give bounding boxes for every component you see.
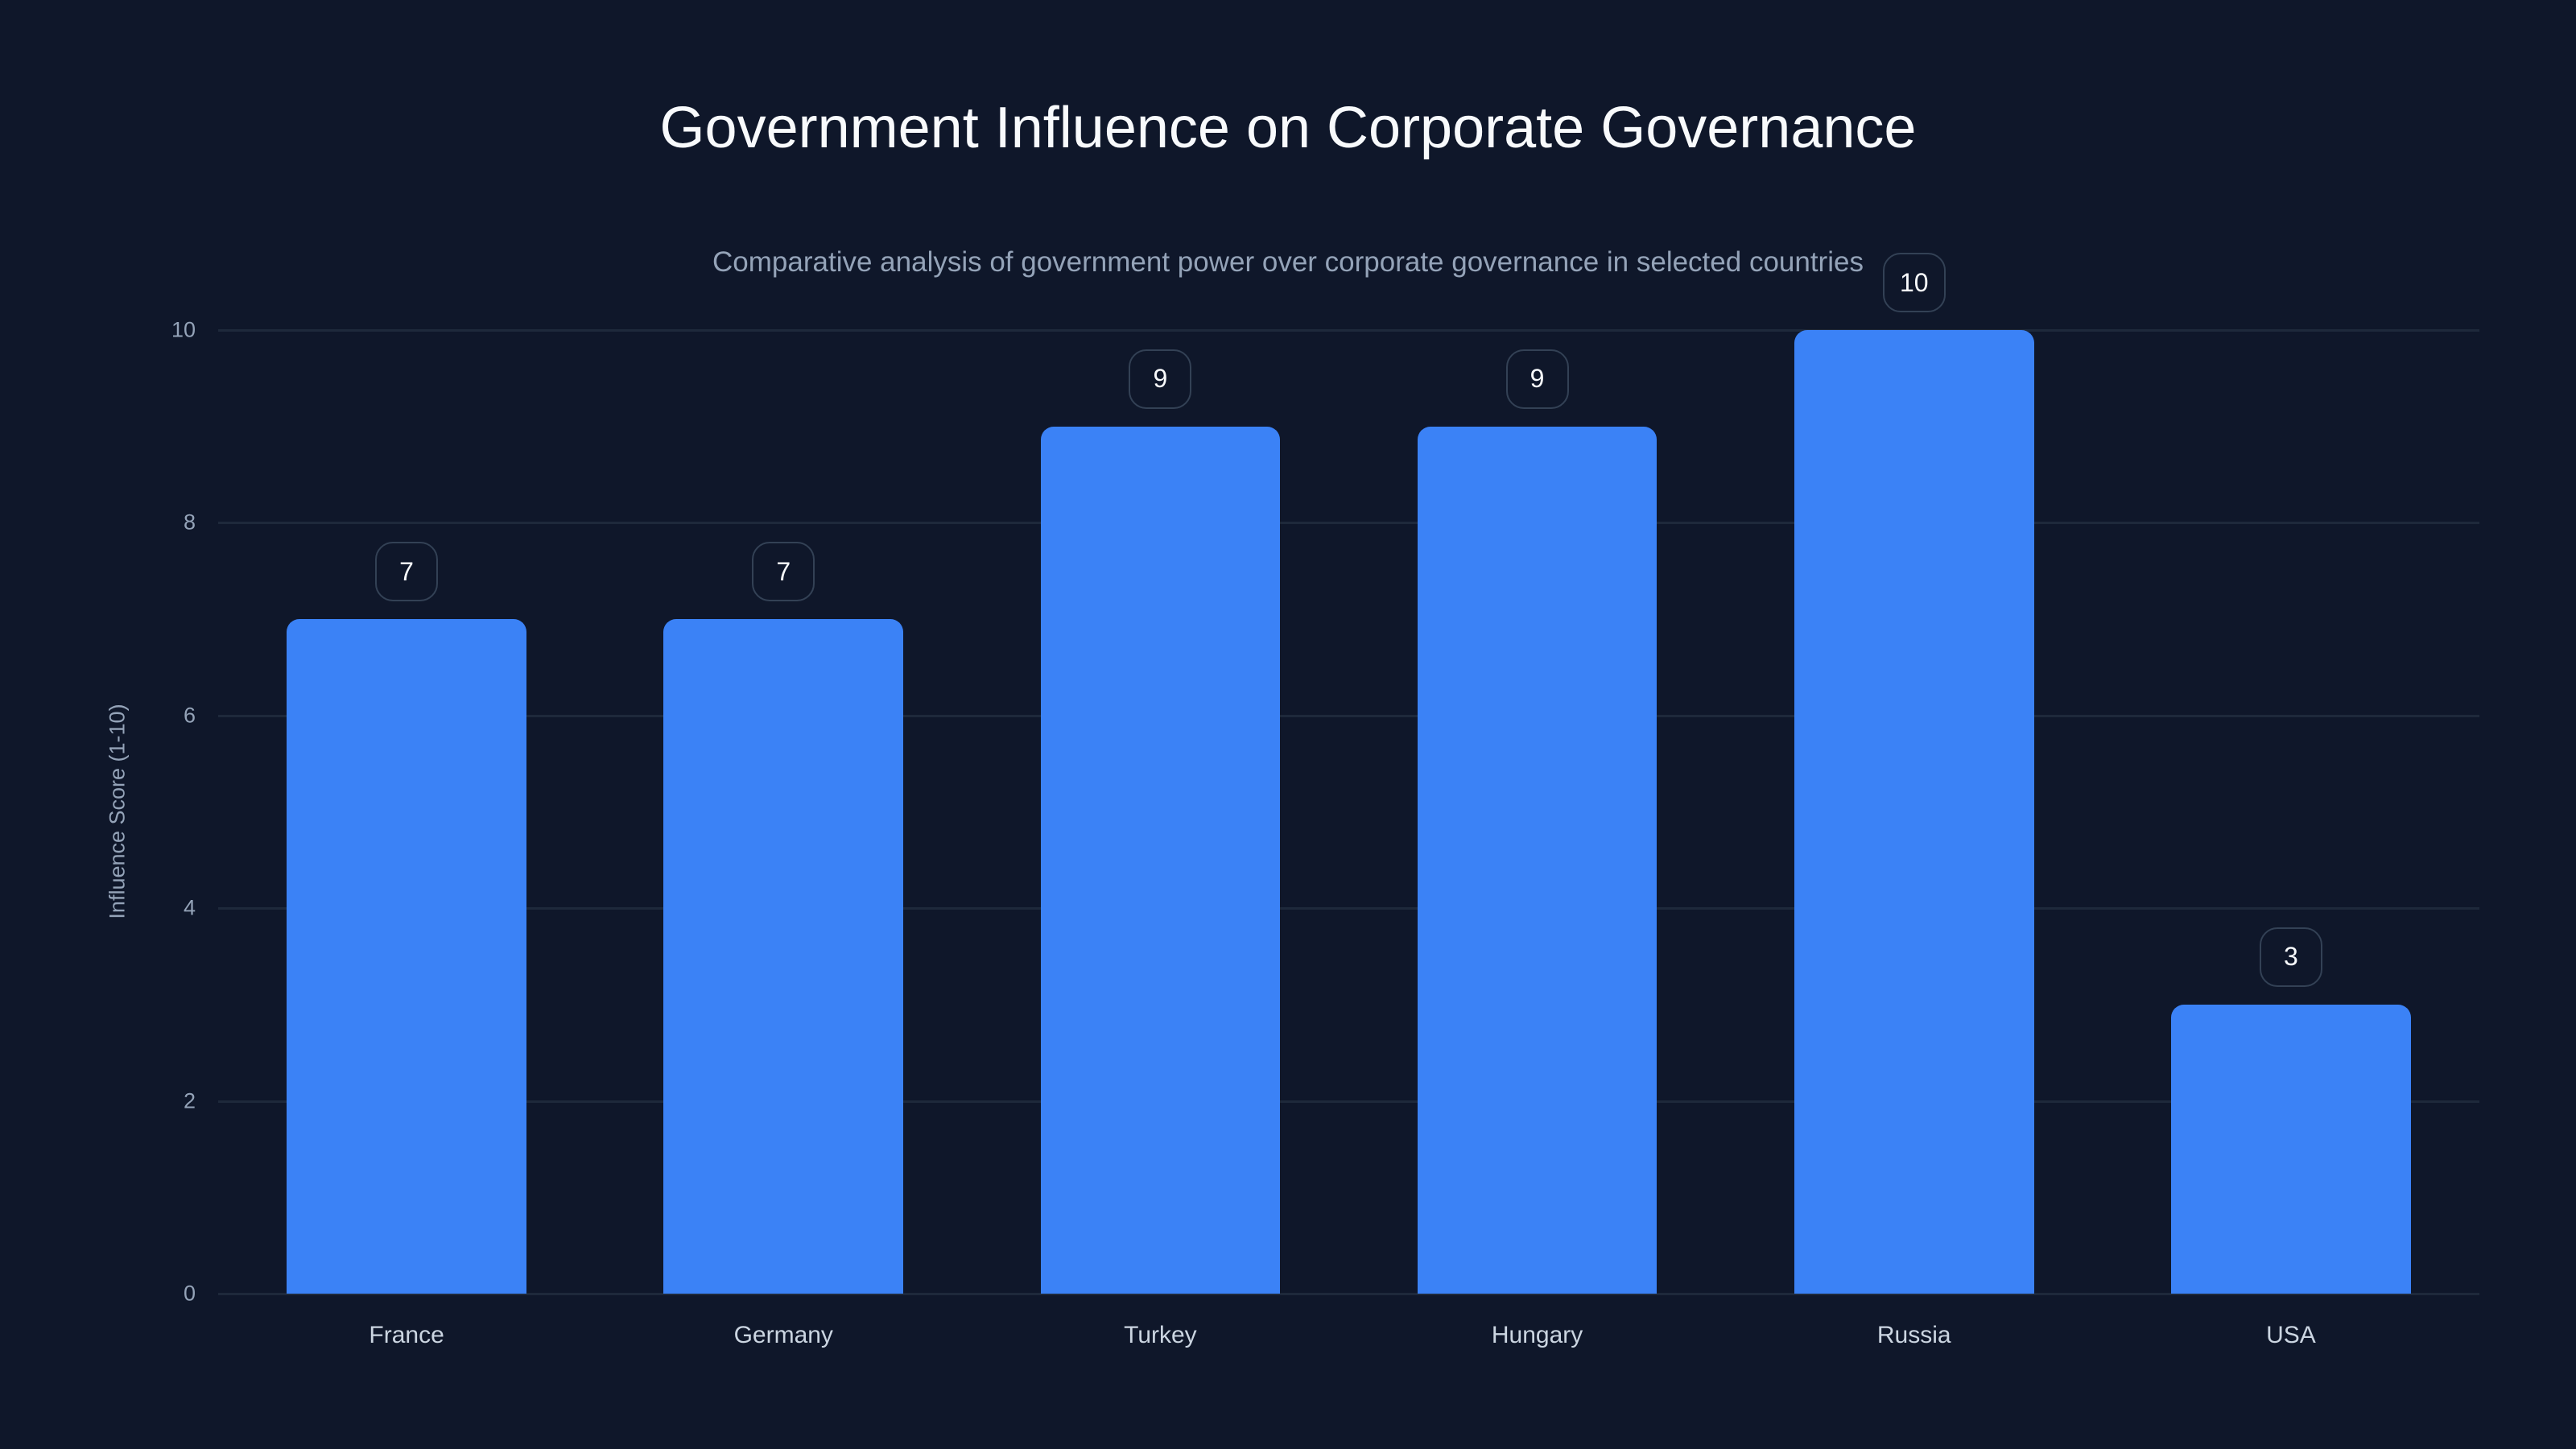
bar-hungary[interactable] (1417, 426, 1657, 1294)
y-tick-label: 2 (183, 1088, 196, 1113)
x-tick-label: Hungary (1491, 1322, 1583, 1348)
chart-title: Government Influence on Corporate Govern… (659, 96, 1917, 160)
value-label: 3 (2259, 927, 2322, 987)
x-tick-label: Russia (1876, 1322, 1951, 1348)
y-tick-label: 6 (183, 703, 196, 728)
y-tick-label: 8 (183, 510, 196, 535)
value-label: 10 (1882, 253, 1946, 312)
bar-turkey[interactable] (1040, 426, 1281, 1294)
gridline-0 (218, 1293, 2479, 1295)
bar-germany[interactable] (663, 619, 904, 1294)
bar-usa[interactable] (2171, 1004, 2411, 1294)
x-tick-label: USA (2266, 1322, 2316, 1348)
y-axis-label: Influence Score (1-10) (105, 704, 130, 919)
bar-france[interactable] (287, 619, 526, 1294)
value-label: 9 (1129, 349, 1192, 409)
gridline-4 (218, 907, 2479, 910)
y-tick-label: 0 (183, 1281, 196, 1306)
bar-russia[interactable] (1794, 330, 2034, 1294)
value-label: 7 (375, 542, 439, 602)
x-tick-label: France (369, 1322, 444, 1348)
gridline-8 (218, 522, 2479, 525)
value-label: 7 (752, 542, 815, 602)
y-tick-label: 4 (183, 895, 196, 920)
plot-area: 0 2 4 6 8 10 7 France 7 Germany 9 Turkey 9 Hung… (171, 253, 2479, 1348)
gridline-6 (218, 714, 2479, 717)
y-tick-label: 10 (171, 317, 196, 342)
x-tick-label: Germany (733, 1322, 833, 1348)
chart-subtitle: Comparative analysis of government power… (712, 246, 1864, 278)
value-label: 9 (1505, 349, 1569, 409)
gridline-2 (218, 1100, 2479, 1103)
x-tick-label: Turkey (1124, 1322, 1197, 1348)
gridline-10 (218, 329, 2479, 332)
